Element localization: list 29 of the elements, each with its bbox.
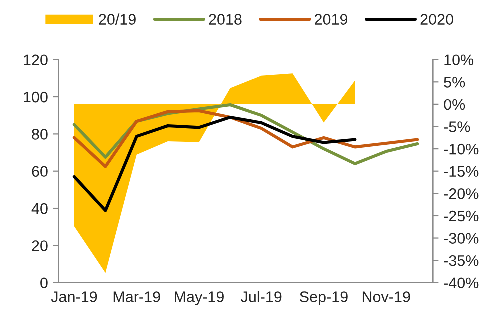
x-tick-label: Nov-19	[362, 292, 410, 302]
y-tick-label: 40	[32, 203, 48, 214]
y2-tick-label: -30%	[444, 233, 479, 244]
y-tick-label: 80	[32, 129, 48, 140]
x-tick-label: Jan-19	[51, 292, 98, 302]
y2-tick-label: -5%	[444, 122, 470, 132]
y-tick-label: 20	[32, 240, 48, 252]
y-tick-label: 60	[32, 166, 48, 178]
x-tick-label: Mar-19	[114, 292, 160, 302]
legend-label: 2018	[209, 14, 242, 25]
y2-tick-label: 10%	[444, 54, 474, 66]
legend-label: 2020	[420, 14, 454, 25]
y-tick-label: 100	[24, 92, 48, 103]
x-tick-label: May-19	[175, 292, 224, 306]
legend-label: 20/19	[99, 14, 136, 25]
legend-label: 2019	[315, 14, 348, 25]
y-tick-label: 120	[24, 54, 48, 66]
y2-tick-label: 5%	[444, 77, 466, 88]
y2-tick-label: -20%	[444, 188, 479, 200]
line-series	[72, 116, 357, 212]
y-tick-label: 0	[40, 278, 48, 289]
x-tick-label: Jul-19	[241, 291, 282, 302]
y2-tick-label: -10%	[444, 144, 479, 155]
y2-tick-label: -15%	[444, 166, 479, 178]
y2-tick-label: -40%	[444, 278, 479, 289]
x-tick-label: Sep-19	[300, 292, 348, 306]
y2-tick-label: -25%	[444, 210, 479, 222]
y2-tick-label: 0%	[444, 99, 466, 110]
y2-tick-label: -35%	[444, 255, 479, 266]
